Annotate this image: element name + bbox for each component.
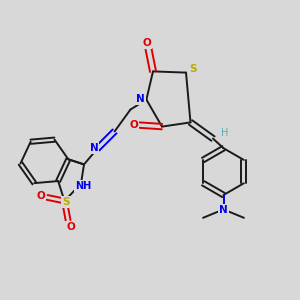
Text: N: N <box>89 143 98 153</box>
Text: O: O <box>129 120 138 130</box>
Text: N: N <box>219 205 228 215</box>
Text: S: S <box>62 197 70 207</box>
Text: NH: NH <box>75 181 92 191</box>
Text: N: N <box>136 94 145 104</box>
Text: O: O <box>142 38 152 48</box>
Text: S: S <box>189 64 196 74</box>
Text: O: O <box>36 191 45 201</box>
Text: O: O <box>66 222 75 232</box>
Text: H: H <box>221 128 228 138</box>
